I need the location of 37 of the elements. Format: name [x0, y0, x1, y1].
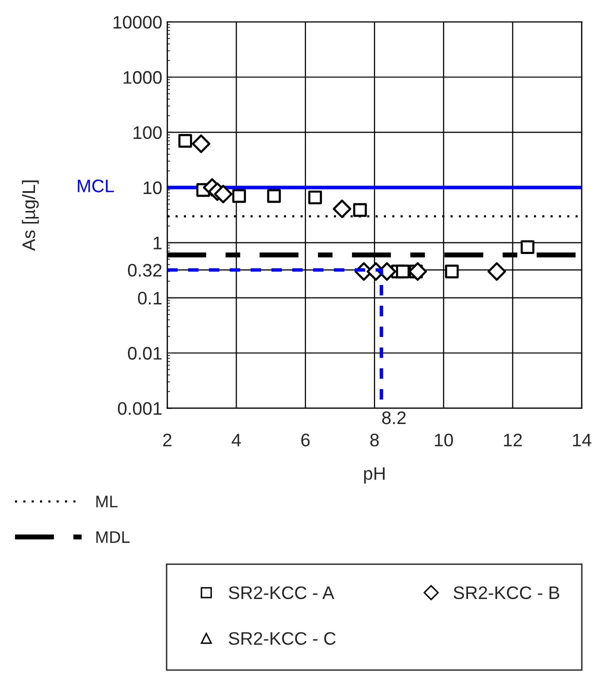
point — [488, 262, 506, 281]
x-tick-label: 4 — [232, 434, 241, 446]
y-tick-label: 0.1 — [138, 292, 162, 305]
point — [267, 189, 281, 203]
point — [396, 264, 410, 278]
point — [214, 184, 232, 204]
point — [332, 200, 352, 218]
x-tick-label: 8 — [370, 434, 379, 446]
x-axis-title: pH — [364, 467, 385, 484]
y-tick-label: 0.01 — [128, 346, 162, 360]
point — [445, 264, 459, 278]
legend-label: SR2-KCC - C — [228, 632, 336, 645]
point — [178, 134, 192, 148]
legend-label: SR2-KCC - B — [454, 586, 560, 600]
y-tick-label: 1000 — [124, 71, 162, 84]
y-tick-label: 100 — [134, 126, 162, 140]
y-axis-title: As [µg/L] — [22, 180, 39, 251]
x-tick-label: 2 — [163, 434, 172, 446]
annotation: 8.2 — [382, 411, 406, 424]
point — [520, 240, 534, 254]
y-tick-label: 10 — [144, 181, 162, 194]
x-tick-label: 6 — [301, 434, 310, 446]
y-tick-label: 0.001 — [118, 402, 162, 415]
point — [308, 190, 322, 204]
ref-line-label: MCL — [78, 180, 114, 192]
legend-label: SR2-KCC - A — [228, 586, 334, 600]
legend-label: ML — [96, 496, 118, 508]
point — [232, 189, 246, 203]
legend-label: MDL — [96, 531, 130, 543]
x-tick-label: 12 — [504, 434, 522, 446]
y-tick-label: 1 — [154, 236, 162, 250]
y-tick-label: 10000 — [114, 16, 162, 29]
x-tick-label: 10 — [434, 434, 453, 446]
x-tick-label: 14 — [573, 434, 592, 446]
point — [353, 203, 367, 217]
point — [192, 134, 210, 154]
y-tick-label: 0.32 — [128, 264, 162, 277]
